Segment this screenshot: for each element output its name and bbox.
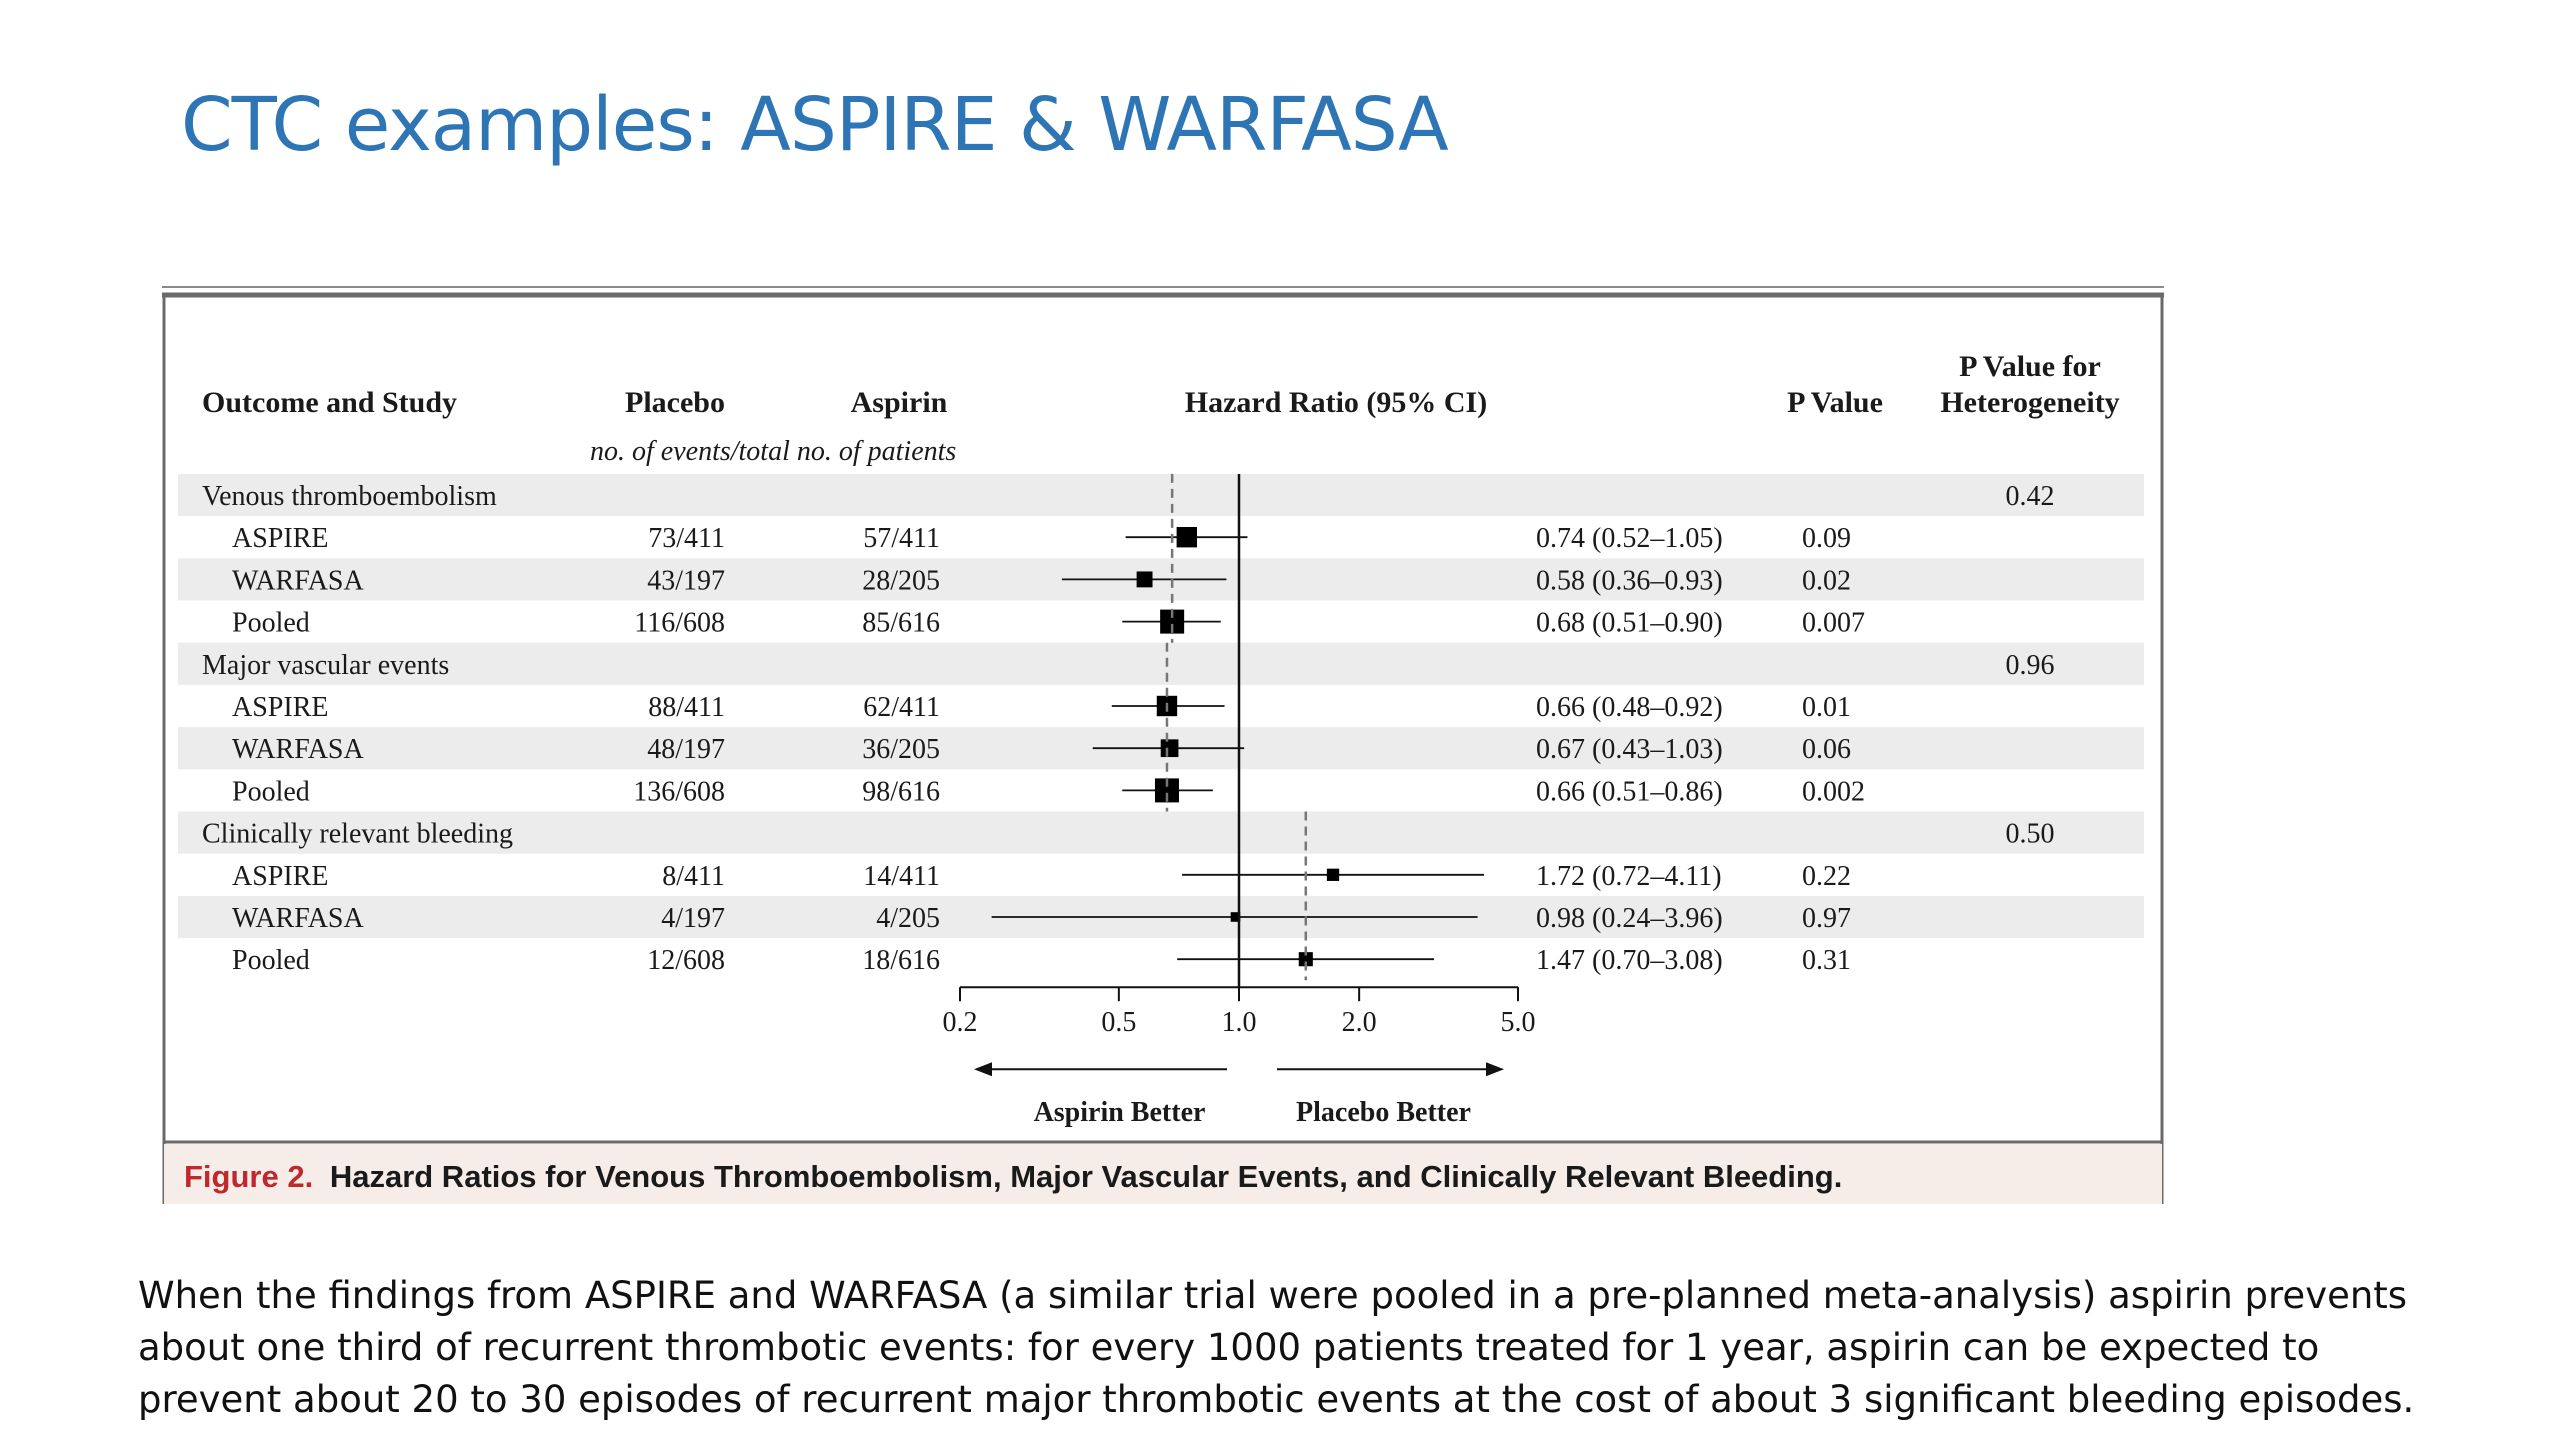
aspirin-events: 36/205 (862, 734, 940, 765)
header-p-value: P Value (1787, 386, 1883, 419)
forest-plot-figure: Outcome and Study Placebo Aspirin Hazard… (160, 284, 2166, 1204)
point-estimate (1230, 912, 1241, 922)
row-band (178, 811, 2144, 854)
hazard-ratio-text: 0.66 (0.51–0.86) (1536, 776, 1723, 807)
study-label: ASPIRE (232, 692, 328, 723)
study-label: Pooled (232, 776, 310, 807)
point-estimate (1326, 868, 1340, 881)
x-tick-label: 1.0 (1222, 1007, 1257, 1038)
group-label: Venous thromboembolism (202, 481, 497, 512)
x-tick-label: 0.2 (943, 1007, 978, 1038)
hazard-ratio-text: 0.66 (0.48–0.92) (1536, 692, 1723, 723)
row-band (178, 473, 2144, 517)
header-outcome: Outcome and Study (202, 386, 457, 419)
point-estimate (1160, 739, 1179, 758)
study-label: ASPIRE (232, 861, 328, 892)
p-heterogeneity: 0.50 (2006, 819, 2055, 850)
hazard-ratio-text: 0.74 (0.52–1.05) (1536, 523, 1723, 554)
placebo-events: 136/608 (633, 776, 725, 807)
aspirin-events: 14/411 (863, 861, 940, 892)
header-aspirin: Aspirin (851, 386, 948, 419)
header-subheader: no. of events/total no. of patients (590, 436, 956, 467)
hazard-ratio-text: 1.72 (0.72–4.11) (1536, 861, 1722, 892)
arrow-left-head (974, 1062, 992, 1077)
placebo-events: 88/411 (648, 692, 725, 723)
aspirin-events: 62/411 (863, 692, 940, 723)
aspirin-events: 18/616 (862, 945, 940, 976)
point-estimate (1136, 571, 1153, 588)
study-label: Pooled (232, 945, 310, 976)
study-label: WARFASA (232, 903, 365, 934)
point-estimate (1176, 527, 1198, 548)
study-label: Pooled (232, 608, 310, 639)
group-label: Major vascular events (202, 650, 449, 681)
p-heterogeneity: 0.96 (2006, 650, 2055, 681)
p-value: 0.31 (1802, 945, 1851, 976)
row-band (178, 642, 2144, 685)
hazard-ratio-text: 0.68 (0.51–0.90) (1536, 608, 1723, 639)
study-label: WARFASA (232, 565, 365, 596)
placebo-events: 48/197 (647, 734, 725, 765)
plot-area: 0.2 0.5 1.0 2.0 5.0 Aspirin Better Placebo Bet… (943, 473, 1536, 1128)
header-placebo: Placebo (625, 386, 725, 419)
hazard-ratio-text: 0.98 (0.24–3.96) (1536, 903, 1723, 934)
placebo-events: 12/608 (647, 945, 725, 976)
point-estimate (1298, 952, 1313, 967)
aspirin-events: 85/616 (862, 608, 940, 639)
table-rows: Venous thromboembolism 0.42 ASPIRE 73/411 57… (202, 481, 2055, 976)
header-hazard-ratio: Hazard Ratio (95% CI) (1185, 386, 1487, 419)
placebo-events: 43/197 (647, 565, 725, 596)
figure-caption: Figure 2. Hazard Ratios for Venous Throm… (184, 1159, 1842, 1194)
p-value: 0.06 (1802, 734, 1851, 765)
placebo-events: 4/197 (661, 903, 725, 934)
hazard-ratio-text: 1.47 (0.70–3.08) (1536, 945, 1723, 976)
study-label: WARFASA (232, 734, 365, 765)
hazard-ratio-text: 0.58 (0.36–0.93) (1536, 565, 1723, 596)
figure-caption-label: Figure 2. (184, 1159, 313, 1194)
p-value: 0.002 (1802, 776, 1865, 807)
placebo-events: 8/411 (662, 861, 725, 892)
p-value: 0.01 (1802, 692, 1851, 723)
p-value: 0.02 (1802, 565, 1851, 596)
study-label: ASPIRE (232, 523, 328, 554)
aspirin-events: 28/205 (862, 565, 940, 596)
aspirin-events: 98/616 (862, 776, 940, 807)
placebo-events: 116/608 (634, 608, 725, 639)
p-value: 0.22 (1802, 861, 1851, 892)
direction-label-left: Aspirin Better (1034, 1097, 1206, 1128)
p-value: 0.09 (1802, 523, 1851, 554)
hazard-ratio-text: 0.67 (0.43–1.03) (1536, 734, 1723, 765)
slide-caption: When the findings from ASPIRE and WARFAS… (138, 1274, 2415, 1421)
x-tick-label: 5.0 (1501, 1007, 1536, 1038)
header-p-heterogeneity-line2: Heterogeneity (1940, 386, 2119, 419)
aspirin-events: 57/411 (863, 523, 940, 554)
x-tick-label: 0.5 (1101, 1007, 1136, 1038)
header-p-heterogeneity-line1: P Value for (1959, 350, 2101, 383)
direction-label-right: Placebo Better (1296, 1097, 1471, 1128)
figure-caption-band (164, 1144, 2162, 1204)
p-value: 0.007 (1802, 608, 1865, 639)
placebo-events: 73/411 (648, 523, 725, 554)
group-label: Clinically relevant bleeding (202, 819, 513, 850)
aspirin-events: 4/205 (876, 903, 940, 934)
arrow-right-head (1486, 1062, 1504, 1077)
p-heterogeneity: 0.42 (2006, 481, 2055, 512)
figure-caption-text: Hazard Ratios for Venous Thromboembolism… (330, 1159, 1843, 1194)
forest-plot-svg: Outcome and Study Placebo Aspirin Hazard… (162, 286, 2164, 1204)
x-tick-label: 2.0 (1342, 1007, 1377, 1038)
p-value: 0.97 (1802, 903, 1851, 934)
slide-title: CTC examples: ASPIRE & WARFASA (181, 82, 1449, 168)
